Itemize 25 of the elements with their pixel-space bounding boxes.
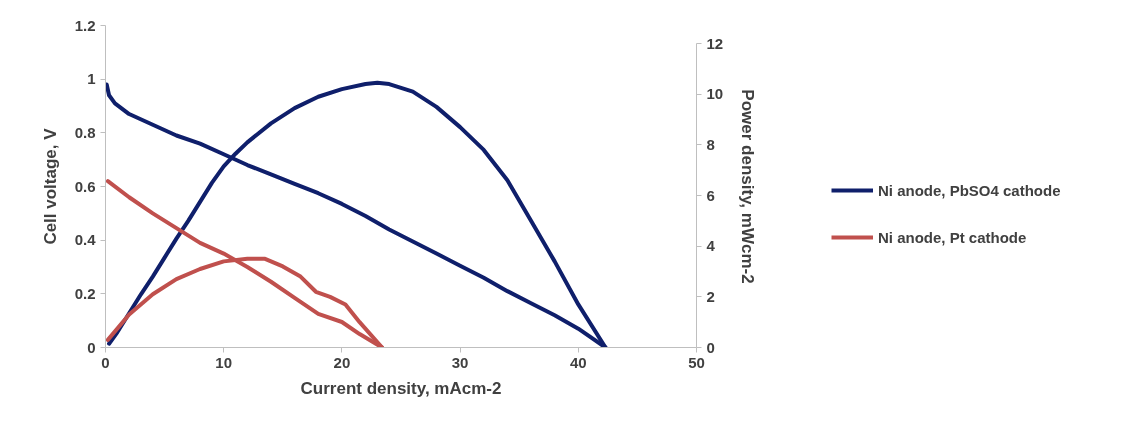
legend-label: Ni anode, Pt cathode: [878, 228, 1027, 246]
y-tick-label: 1: [87, 70, 96, 88]
y-tick-label: 0.6: [74, 177, 96, 195]
y-tick-label: 0.2: [74, 284, 96, 302]
y-tick-label: 0.4: [74, 231, 97, 249]
x-tick-label: 0: [101, 353, 110, 371]
y2-tick-label: 6: [706, 186, 715, 204]
y2-axis-title: Power density, mWcm-2: [738, 89, 758, 284]
y-tick-label: 0: [87, 338, 96, 356]
y2-tick-label: 0: [706, 338, 715, 356]
y2-tick-label: 8: [706, 135, 715, 153]
y-axis-title: Cell voltage, V: [40, 127, 60, 245]
x-tick-label: 30: [451, 353, 469, 371]
x-tick-label: 10: [215, 353, 233, 371]
y2-tick-label: 12: [706, 34, 724, 52]
y2-tick-label: 10: [706, 85, 724, 103]
y-tick-label: 0.8: [74, 123, 96, 141]
y-tick-label: 1.2: [74, 16, 96, 34]
y2-tick-label: 2: [706, 287, 715, 305]
legend-label: Ni anode, PbSO4 cathode: [878, 181, 1061, 199]
x-tick-label: 50: [688, 353, 705, 371]
y2-tick-label: 4: [706, 237, 716, 255]
x-tick-label: 40: [569, 353, 587, 371]
x-tick-label: 20: [333, 353, 351, 371]
x-axis-title: Current density, mAcm-2: [300, 378, 502, 398]
